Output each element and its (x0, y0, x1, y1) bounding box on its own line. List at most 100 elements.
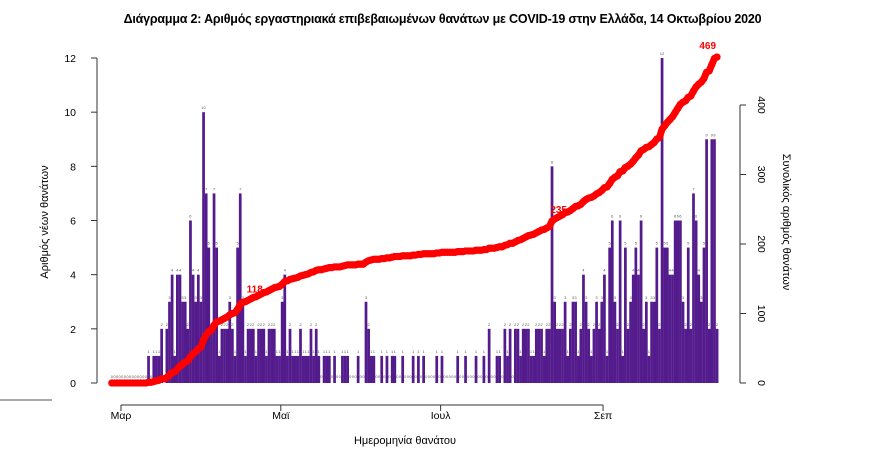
bar-value-label: 7 (205, 186, 208, 191)
bar-value-label: 6 (695, 214, 698, 219)
bar-value-label: 0 (415, 374, 418, 379)
bar (576, 355, 580, 383)
bar-value-label: 0 (362, 374, 365, 379)
bar (225, 328, 229, 383)
bar-value-label: 2 (525, 322, 528, 327)
cumulative-annotation: 235 (550, 205, 567, 216)
bar-value-label: 12 (660, 51, 665, 56)
left-axis-tick-label: 0 (70, 378, 76, 390)
bar-value-label: 1 (278, 349, 281, 354)
bar-value-label: 3 (574, 295, 577, 300)
bar (616, 328, 619, 383)
bar-value-label: 2 (260, 322, 263, 327)
bar-value-label: 1 (328, 349, 331, 354)
bar (288, 328, 292, 383)
bar-value-label: 0 (404, 374, 407, 379)
bar (238, 193, 242, 383)
bar-value-label: 0 (142, 374, 145, 379)
bar (513, 328, 517, 383)
cumulative-point (655, 134, 663, 142)
bar-value-label: 2 (522, 322, 525, 327)
bar-value-label: 2 (716, 322, 719, 327)
bar-value-label: 0 (134, 374, 137, 379)
cumulative-point (705, 67, 713, 75)
bar-value-label: 3 (195, 295, 198, 300)
bar (168, 301, 171, 383)
bar (411, 355, 415, 383)
bar (495, 355, 499, 383)
bar-value-label: 2 (367, 322, 370, 327)
bar-value-label: 2 (310, 322, 313, 327)
bar (309, 328, 313, 383)
bar-value-label: 2 (588, 322, 591, 327)
bar-value-label: 1 (276, 349, 279, 354)
bar-value-label: 1 (373, 349, 376, 354)
bar-value-label: 2 (580, 322, 583, 327)
bar-value-label: 0 (375, 374, 378, 379)
bar (700, 301, 703, 383)
bar-value-label: 0 (129, 374, 132, 379)
bar (608, 247, 612, 383)
bar (207, 247, 211, 383)
cumulative-point (713, 53, 721, 61)
bar-value-label: 2 (708, 322, 711, 327)
cumulative-annotation: 118 (247, 284, 264, 295)
bar-value-label: 1 (326, 349, 329, 354)
bar-value-label: 1 (475, 349, 478, 354)
bar-value-label: 1 (305, 349, 308, 354)
bar-value-label: 4 (582, 268, 585, 273)
x-axis-tick-label: Ιουλ (431, 410, 451, 422)
bar-value-label: 1 (483, 349, 486, 354)
bar (540, 328, 543, 383)
bar-value-label: 0 (420, 374, 423, 379)
bar-value-label: 0 (493, 374, 496, 379)
bar-value-label: 2 (616, 322, 619, 327)
bar-value-label: 1 (234, 349, 237, 354)
bar-value-label: 2 (488, 322, 491, 327)
bar (157, 355, 161, 383)
bar (270, 328, 274, 383)
bar (563, 301, 567, 383)
bar (262, 328, 266, 383)
bar (293, 355, 297, 383)
bar-value-label: 2 (546, 322, 549, 327)
bar (215, 247, 219, 383)
bar (713, 139, 716, 383)
bar-value-label: 4 (671, 268, 674, 273)
bar-value-label: 1 (422, 349, 425, 354)
left-axis-tick-label: 12 (64, 53, 76, 65)
bar-value-label: 0 (477, 374, 480, 379)
bar-value-label: 1 (153, 349, 156, 354)
bar-value-label: 6 (674, 214, 677, 219)
bar-value-label: 4 (176, 268, 179, 273)
bar (644, 301, 648, 383)
bar-value-label: 1 (381, 349, 384, 354)
bar-value-label: 9 (711, 132, 714, 137)
bar-value-label: 0 (396, 374, 399, 379)
bar (548, 328, 551, 383)
bar-value-label: 3 (595, 295, 598, 300)
bar (196, 274, 200, 383)
bar-value-label: 1 (357, 349, 360, 354)
bar-value-label: 4 (192, 268, 195, 273)
bar-value-label: 2 (187, 322, 190, 327)
right-axis-tick-label: 100 (755, 305, 767, 323)
bar-value-label: 2 (257, 322, 260, 327)
bar-value-label: 0 (349, 374, 352, 379)
bar (254, 355, 258, 383)
bar (183, 301, 187, 383)
bar (647, 355, 651, 383)
bar-value-label: 8 (551, 159, 554, 164)
bar (534, 328, 538, 383)
bar-value-label: 2 (273, 322, 276, 327)
bar-value-label: 0 (378, 374, 381, 379)
bar (642, 328, 646, 383)
bar-value-label: 0 (111, 374, 114, 379)
bar-value-label: 3 (181, 295, 184, 300)
bar-value-label: 1 (286, 349, 289, 354)
bar (506, 355, 509, 383)
bar-value-label: 6 (619, 214, 622, 219)
bar-value-label: 2 (556, 322, 559, 327)
bar (422, 355, 425, 383)
